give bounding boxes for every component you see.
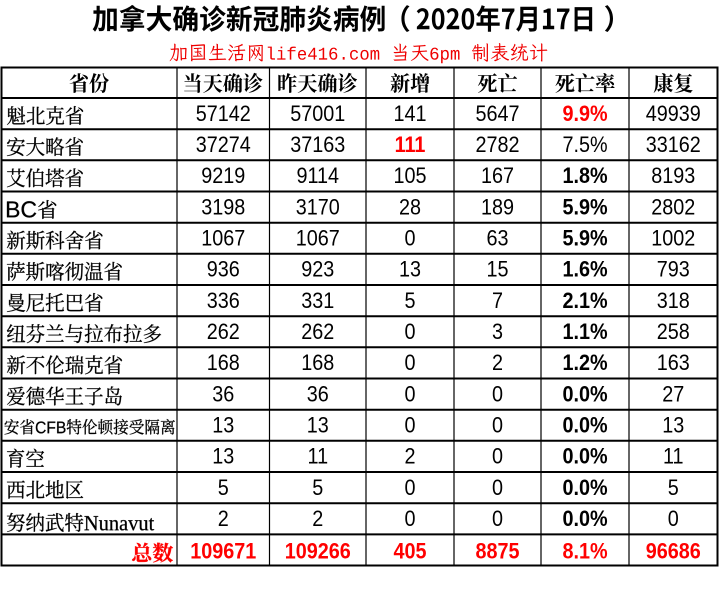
svg-text:793: 793 bbox=[657, 258, 690, 282]
svg-text:1.1%: 1.1% bbox=[562, 320, 607, 344]
svg-text:37274: 37274 bbox=[196, 133, 251, 157]
svg-text:13: 13 bbox=[212, 445, 234, 469]
svg-text:0: 0 bbox=[404, 414, 415, 438]
svg-text:8193: 8193 bbox=[651, 164, 695, 188]
svg-text:168: 168 bbox=[207, 351, 240, 375]
svg-text:11: 11 bbox=[308, 445, 329, 469]
svg-text:1.8%: 1.8% bbox=[562, 164, 607, 188]
svg-text:57001: 57001 bbox=[290, 102, 345, 126]
svg-text:2.1%: 2.1% bbox=[562, 289, 607, 313]
svg-text:0: 0 bbox=[492, 414, 503, 438]
svg-text:336: 336 bbox=[207, 289, 240, 313]
svg-text:2: 2 bbox=[218, 507, 229, 531]
svg-text:36: 36 bbox=[307, 382, 329, 406]
svg-text:331: 331 bbox=[301, 289, 334, 313]
svg-text:63: 63 bbox=[486, 227, 508, 251]
svg-text:189: 189 bbox=[481, 195, 514, 219]
svg-text:8.1%: 8.1% bbox=[562, 540, 607, 564]
svg-text:57142: 57142 bbox=[196, 102, 251, 126]
svg-text:2802: 2802 bbox=[651, 195, 695, 219]
svg-text:0: 0 bbox=[492, 445, 503, 469]
svg-text:0: 0 bbox=[492, 476, 503, 500]
svg-text:258: 258 bbox=[657, 320, 690, 344]
svg-text:5: 5 bbox=[404, 289, 415, 313]
svg-text:5: 5 bbox=[668, 476, 679, 500]
svg-text:3: 3 bbox=[492, 320, 503, 344]
svg-text:111: 111 bbox=[395, 133, 426, 157]
svg-text:5.9%: 5.9% bbox=[562, 227, 607, 251]
svg-text:318: 318 bbox=[657, 289, 690, 313]
svg-text:167: 167 bbox=[481, 164, 514, 188]
svg-text:0: 0 bbox=[492, 507, 503, 531]
svg-text:9114: 9114 bbox=[297, 164, 340, 188]
svg-text:0: 0 bbox=[404, 476, 415, 500]
svg-text:0.0%: 0.0% bbox=[562, 445, 607, 469]
svg-text:36: 36 bbox=[212, 382, 234, 406]
svg-text:3198: 3198 bbox=[201, 195, 245, 219]
svg-text:8875: 8875 bbox=[475, 540, 519, 564]
svg-text:7.5%: 7.5% bbox=[562, 133, 607, 157]
svg-text:262: 262 bbox=[207, 320, 240, 344]
svg-text:1002: 1002 bbox=[651, 227, 695, 251]
svg-text:0: 0 bbox=[404, 382, 415, 406]
svg-text:2: 2 bbox=[404, 445, 415, 469]
svg-text:0.0%: 0.0% bbox=[562, 476, 607, 500]
svg-text:141: 141 bbox=[393, 102, 426, 126]
svg-text:49939: 49939 bbox=[646, 102, 701, 126]
svg-text:1.2%: 1.2% bbox=[562, 351, 607, 375]
svg-text:0: 0 bbox=[404, 351, 415, 375]
svg-text:15: 15 bbox=[486, 258, 508, 282]
svg-text:0.0%: 0.0% bbox=[562, 507, 607, 531]
svg-text:2: 2 bbox=[492, 351, 503, 375]
svg-text:11: 11 bbox=[663, 445, 684, 469]
svg-text:33162: 33162 bbox=[646, 133, 701, 157]
svg-text:936: 936 bbox=[207, 258, 240, 282]
svg-text:3170: 3170 bbox=[296, 195, 340, 219]
svg-text:2782: 2782 bbox=[475, 133, 519, 157]
svg-text:0: 0 bbox=[404, 227, 415, 251]
svg-text:0: 0 bbox=[668, 507, 679, 531]
svg-text:5: 5 bbox=[218, 476, 229, 500]
svg-text:1067: 1067 bbox=[201, 227, 245, 251]
svg-text:163: 163 bbox=[657, 351, 690, 375]
svg-text:27: 27 bbox=[662, 382, 684, 406]
svg-text:405: 405 bbox=[393, 540, 426, 564]
svg-text:109266: 109266 bbox=[285, 540, 351, 564]
svg-text:96686: 96686 bbox=[646, 540, 701, 564]
svg-text:1067: 1067 bbox=[296, 227, 340, 251]
svg-text:13: 13 bbox=[212, 414, 234, 438]
svg-text:13: 13 bbox=[399, 258, 421, 282]
svg-text:1.6%: 1.6% bbox=[562, 258, 607, 282]
svg-text:5.9%: 5.9% bbox=[562, 195, 607, 219]
svg-text:9.9%: 9.9% bbox=[562, 102, 607, 126]
svg-text:9219: 9219 bbox=[201, 164, 245, 188]
svg-text:0.0%: 0.0% bbox=[562, 414, 607, 438]
svg-text:37163: 37163 bbox=[290, 133, 345, 157]
svg-text:13: 13 bbox=[662, 414, 684, 438]
svg-text:5: 5 bbox=[312, 476, 323, 500]
svg-text:0.0%: 0.0% bbox=[562, 382, 607, 406]
svg-text:5647: 5647 bbox=[475, 102, 519, 126]
svg-text:0: 0 bbox=[404, 507, 415, 531]
svg-text:28: 28 bbox=[399, 195, 421, 219]
svg-text:0: 0 bbox=[492, 382, 503, 406]
svg-text:105: 105 bbox=[393, 164, 426, 188]
svg-text:13: 13 bbox=[307, 414, 329, 438]
svg-text:923: 923 bbox=[301, 258, 334, 282]
svg-text:168: 168 bbox=[301, 351, 334, 375]
svg-text:7: 7 bbox=[492, 289, 503, 313]
svg-text:109671: 109671 bbox=[190, 540, 256, 564]
svg-text:262: 262 bbox=[301, 320, 334, 344]
svg-text:2: 2 bbox=[312, 507, 323, 531]
svg-text:0: 0 bbox=[404, 320, 415, 344]
